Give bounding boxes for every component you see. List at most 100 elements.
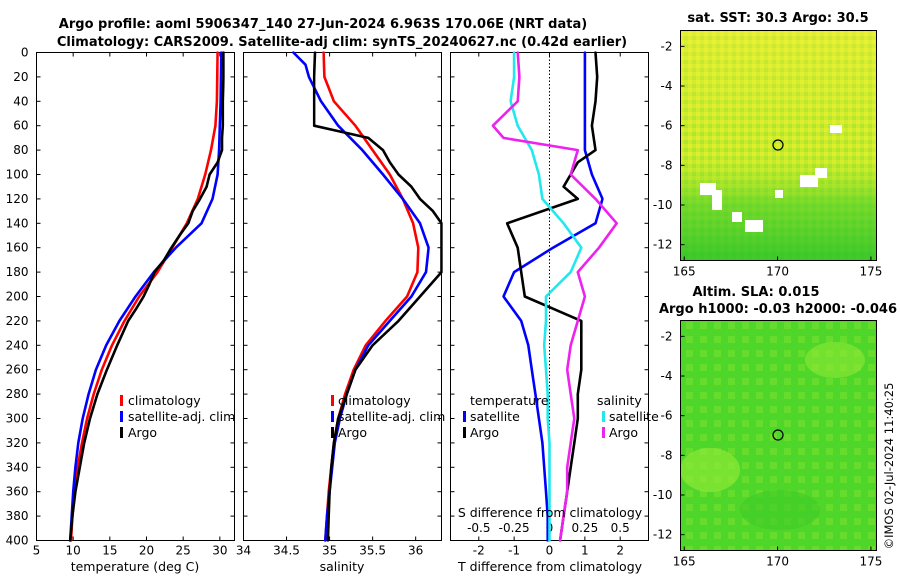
map-lat-tick-label: -2: [661, 329, 673, 343]
map-lon-tick-label: 175: [859, 265, 882, 279]
sla-map-blob: [805, 342, 865, 378]
temperature-series-satellite-adj-clim: [70, 53, 221, 541]
difference-series-salinity-argo: [493, 53, 617, 541]
difference-xlabel: T difference from climatology: [457, 559, 643, 574]
sal-legend-swatch-argo: [331, 427, 334, 438]
difference-xtick-label: 2: [616, 544, 624, 558]
depth-tick-label: 80: [13, 143, 28, 157]
salinity-legend: climatology satellite-adj. clim Argo: [331, 393, 445, 440]
sst-map: 165 170 175 -2 -4 -6 -8 -10 -12: [653, 30, 882, 279]
temperature-xtick-label: 30: [212, 544, 227, 558]
sal-legend-label-argo: Argo: [338, 425, 367, 440]
depth-tick-label: 200: [6, 290, 29, 304]
salinity-xtick-label: 35.5: [359, 544, 386, 558]
depth-tick-label: 280: [6, 387, 29, 401]
sal-legend-label-climatology: climatology: [338, 393, 411, 408]
salinity-xtick-label: 34: [236, 544, 251, 558]
salinity-xtick-label: 35: [322, 544, 337, 558]
depth-tick-label: 300: [6, 412, 29, 426]
depth-tick-label: 160: [6, 241, 29, 255]
sst-cloud-mask: [732, 212, 742, 222]
temperature-xlabel: temperature (deg C): [71, 559, 200, 574]
map-lat-tick-label: -12: [653, 238, 673, 252]
depth-tick-label: 400: [6, 534, 29, 548]
legend-label-argo: Argo: [128, 425, 157, 440]
map-lat-tick-label: -4: [661, 369, 673, 383]
map-lon-tick-label: 165: [673, 265, 696, 279]
diff-legend-label-s-argo: Argo: [609, 425, 638, 440]
map-lon-tick-label: 165: [673, 555, 696, 569]
depth-tick-label: 340: [6, 460, 29, 474]
salinity-series-argo: [314, 53, 441, 541]
map-lat-tick-label: -10: [653, 198, 673, 212]
sla-map: 165 170 175 -2 -4 -6 -8 -10 -12: [653, 320, 882, 569]
depth-tick-label: 100: [6, 168, 29, 182]
legend-swatch-argo: [120, 427, 123, 438]
title-line-2: Climatology: CARS2009. Satellite-adj cli…: [57, 35, 627, 50]
difference-series-temperature-satellite: [504, 53, 603, 541]
legend-label-climatology: climatology: [128, 393, 201, 408]
diff-legend-label-t-argo: Argo: [470, 425, 499, 440]
depth-tick-label: 380: [6, 509, 29, 523]
sla-map-title-1: Altim. SLA: 0.015: [693, 285, 820, 300]
map-lon-tick-label: 170: [766, 555, 789, 569]
salinity-diff-tick-label: 0.25: [571, 521, 598, 535]
map-lon-tick-label: 175: [859, 555, 882, 569]
difference-series-salinity-satellite: [511, 53, 582, 541]
map-lat-tick-label: -8: [661, 448, 673, 462]
depth-tick-label: 220: [6, 314, 29, 328]
temperature-series-climatology: [71, 53, 218, 541]
temperature-xtick-label: 5: [33, 544, 41, 558]
sst-cloud-mask: [745, 220, 763, 232]
sst-cloud-mask: [775, 190, 783, 198]
sst-cloud-mask: [800, 175, 818, 187]
sla-map-blob: [740, 490, 820, 530]
diff-legend-swatch-t-satellite: [463, 411, 466, 422]
sal-legend-swatch-climatology: [331, 395, 334, 406]
map-lat-tick-label: -12: [653, 528, 673, 542]
diff-legend-swatch-t-argo: [463, 427, 466, 438]
difference-xtick-label: 1: [581, 544, 589, 558]
temperature-series-argo: [70, 53, 223, 541]
difference-series-temperature-argo: [507, 53, 597, 541]
temperature-legend: climatology satellite-adj. clim Argo: [120, 393, 235, 440]
diff-legend-label-s-satellite: satellite: [609, 409, 659, 424]
legend-label-satellite: satellite-adj. clim: [128, 409, 235, 424]
temperature-xtick-label: 10: [66, 544, 81, 558]
legend-swatch-satellite: [120, 411, 123, 422]
depth-tick-label: 180: [6, 265, 29, 279]
title-line-1: Argo profile: aoml 5906347_140 27-Jun-20…: [59, 17, 587, 32]
difference-legend-salinity: salinity satellite Argo: [597, 393, 659, 440]
depth-tick-label: 360: [6, 485, 29, 499]
salinity-diff-tick-label: -0.5: [467, 521, 490, 535]
difference-top-xlabel: S difference from climatology: [458, 505, 643, 520]
map-lat-tick-label: -8: [661, 158, 673, 172]
salinity-diff-tick-label: -0.25: [499, 521, 530, 535]
sla-map-blob: [680, 448, 740, 492]
depth-tick-label: 240: [6, 338, 29, 352]
map-lat-tick-label: -2: [661, 39, 673, 53]
sla-argo-location-marker: [772, 429, 784, 441]
depth-tick-label: 40: [13, 94, 28, 108]
map-lat-tick-label: -6: [661, 409, 673, 423]
diff-legend-swatch-s-argo: [602, 427, 605, 438]
map-lat-tick-label: -4: [661, 79, 673, 93]
difference-xtick-label: -2: [473, 544, 485, 558]
depth-tick-label: 60: [13, 119, 28, 133]
diff-legend-temperature-title: temperature: [470, 393, 549, 408]
salinity-xlabel: salinity: [320, 559, 365, 574]
salinity-diff-tick-label: 0.5: [611, 521, 630, 535]
sst-cloud-mask: [712, 190, 722, 210]
legend-swatch-climatology: [120, 395, 123, 406]
temperature-xtick-label: 20: [139, 544, 154, 558]
map-lat-tick-label: -6: [661, 119, 673, 133]
depth-tick-label: 320: [6, 436, 29, 450]
temperature-xtick-label: 15: [102, 544, 117, 558]
sst-argo-location-marker: [772, 139, 784, 151]
diff-legend-swatch-s-satellite: [602, 411, 605, 422]
diff-legend-salinity-title: salinity: [597, 393, 642, 408]
map-lon-tick-label: 170: [766, 265, 789, 279]
sal-legend-swatch-satellite: [331, 411, 334, 422]
temperature-xtick-label: 25: [176, 544, 191, 558]
